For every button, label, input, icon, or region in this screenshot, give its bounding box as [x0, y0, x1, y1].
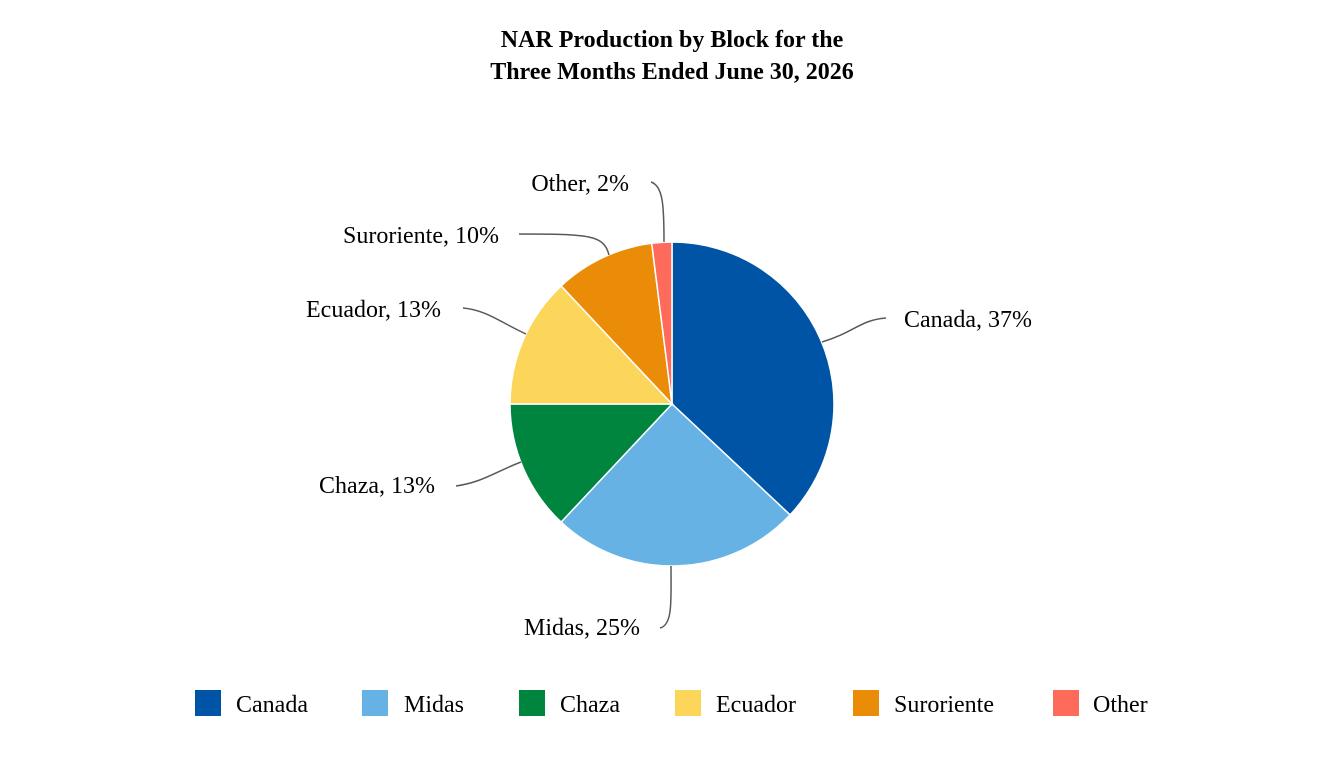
leader-line-other	[650, 181, 665, 243]
chart-title-line-1: NAR Production by Block for the	[501, 27, 844, 53]
legend-label-chaza: Chaza	[560, 692, 620, 718]
legend-label-suroriente: Suroriente	[894, 692, 994, 718]
pie-slice-midas	[560, 402, 792, 567]
leader-line-chaza	[455, 461, 522, 487]
pie-slices	[509, 241, 835, 567]
legend-label-ecuador: Ecuador	[716, 692, 796, 718]
legend-swatch-midas	[362, 690, 388, 716]
legend-label-canada: Canada	[236, 692, 308, 718]
legend-swatch-canada	[195, 690, 221, 716]
leader-line-suroriente	[518, 233, 610, 256]
legend-swatch-other	[1053, 690, 1079, 716]
legend-swatch-ecuador	[675, 690, 701, 716]
pie-slice-chaza	[509, 403, 674, 524]
slice-label-chaza: Chaza, 13%	[319, 473, 435, 499]
pie-slice-suroriente	[560, 242, 674, 407]
pie-slice-other	[650, 241, 673, 405]
pie-slice-ecuador	[509, 284, 674, 405]
pie-slice-canada	[671, 241, 835, 516]
leader-lines	[455, 181, 887, 629]
leader-line-midas	[659, 565, 672, 629]
slice-label-suroriente: Suroriente, 10%	[343, 223, 499, 249]
leader-line-ecuador	[462, 307, 527, 335]
slice-label-midas: Midas, 25%	[524, 615, 640, 641]
legend: Canada Midas Chaza Ecuador Suroriente Ot…	[195, 690, 1148, 718]
chart-title-line-2: Three Months Ended June 30, 2026	[490, 59, 854, 85]
slice-label-canada: Canada, 37%	[904, 307, 1032, 333]
leader-line-canada	[821, 317, 887, 343]
slice-labels: Canada, 37% Midas, 25% Chaza, 13% Ecuado…	[306, 171, 1032, 641]
slice-label-ecuador: Ecuador, 13%	[306, 297, 441, 323]
legend-label-other: Other	[1093, 692, 1148, 718]
legend-label-midas: Midas	[404, 692, 464, 718]
slice-label-other: Other, 2%	[531, 171, 629, 197]
legend-swatch-chaza	[519, 690, 545, 716]
legend-swatch-suroriente	[853, 690, 879, 716]
